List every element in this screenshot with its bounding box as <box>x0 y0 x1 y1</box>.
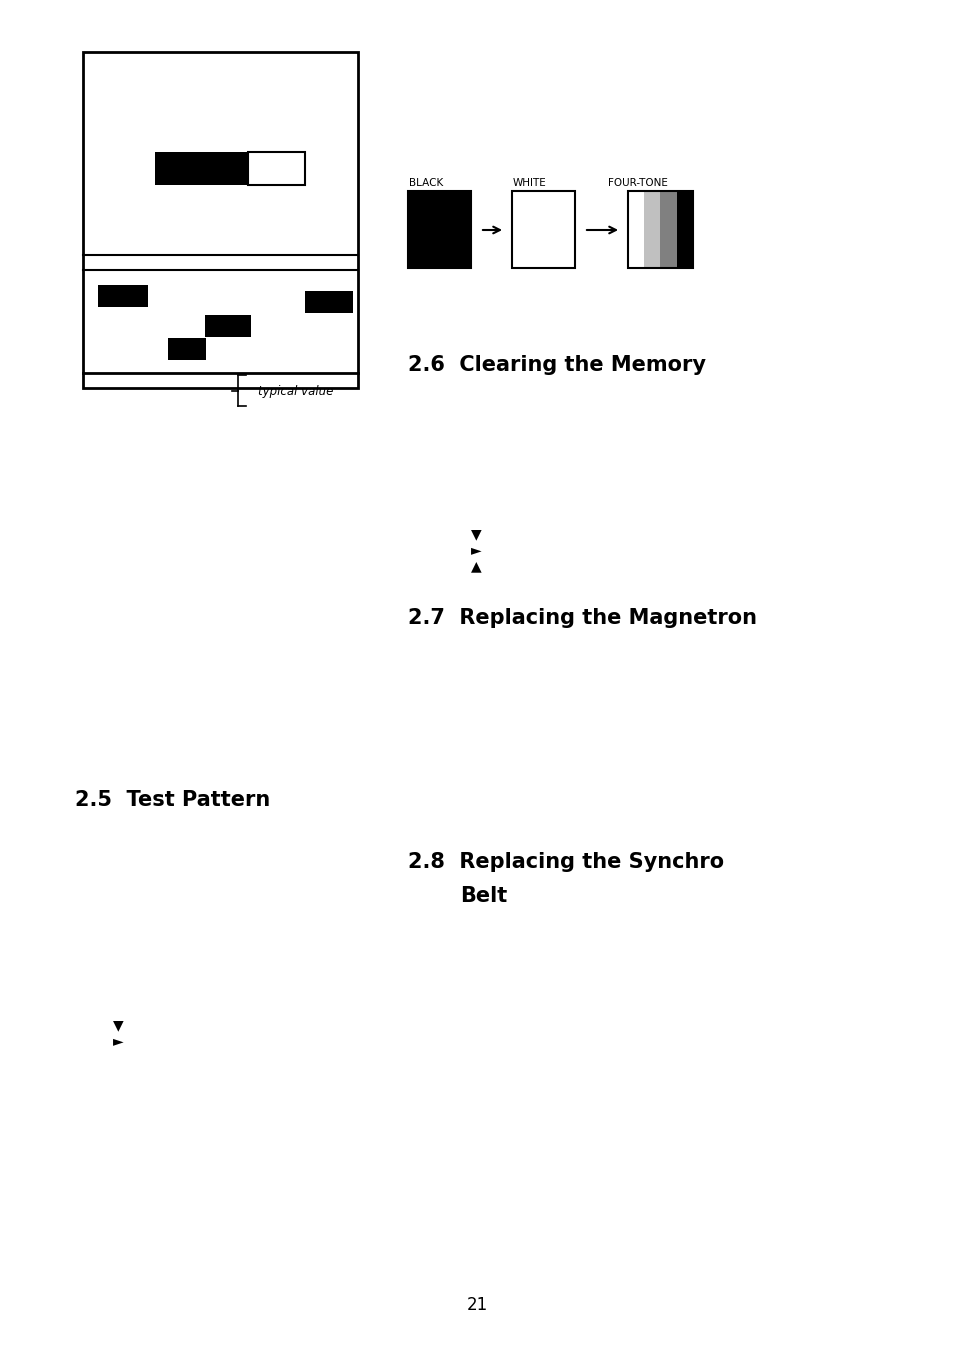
Text: ►: ► <box>112 1034 124 1048</box>
Text: 2.7  Replacing the Magnetron: 2.7 Replacing the Magnetron <box>408 608 757 628</box>
Bar <box>98 285 148 307</box>
Bar <box>659 190 676 267</box>
Text: FOUR-TONE: FOUR-TONE <box>607 178 667 188</box>
Bar <box>676 190 692 267</box>
Bar <box>205 315 251 336</box>
Text: 2.6  Clearing the Memory: 2.6 Clearing the Memory <box>408 355 705 376</box>
Text: 2.8  Replacing the Synchro: 2.8 Replacing the Synchro <box>408 852 723 871</box>
Text: 21: 21 <box>466 1296 487 1315</box>
Bar <box>168 338 206 359</box>
Bar <box>305 290 353 313</box>
Text: typical value: typical value <box>257 385 333 397</box>
Bar <box>154 153 248 185</box>
Text: ▼: ▼ <box>471 527 481 540</box>
Text: BLACK: BLACK <box>409 178 442 188</box>
Bar <box>248 153 305 185</box>
Bar <box>512 190 575 267</box>
Text: WHITE: WHITE <box>513 178 546 188</box>
Text: ▼: ▼ <box>112 1019 124 1032</box>
Bar <box>627 190 692 267</box>
Text: ►: ► <box>471 543 481 557</box>
Bar <box>408 190 471 267</box>
Bar <box>83 51 357 388</box>
Text: ▲: ▲ <box>471 559 481 573</box>
Text: 2.5  Test Pattern: 2.5 Test Pattern <box>75 790 270 811</box>
Bar <box>627 190 643 267</box>
Text: Belt: Belt <box>459 886 507 907</box>
Bar <box>643 190 659 267</box>
